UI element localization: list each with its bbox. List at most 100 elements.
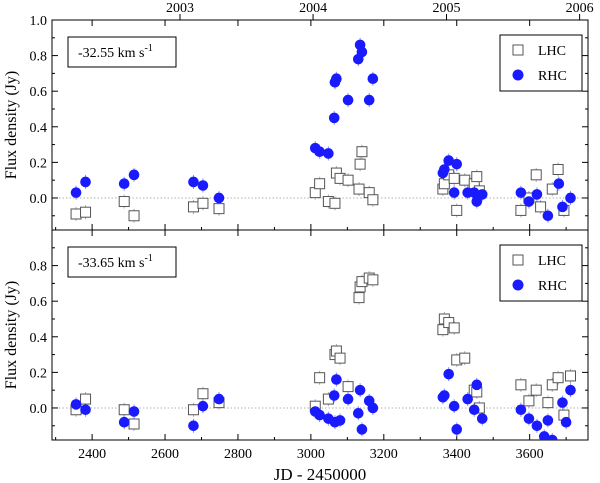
rhc-point (328, 390, 340, 401)
rhc-point (448, 187, 460, 198)
lhc-point (128, 418, 140, 430)
y-tick-label: 0.4 (30, 121, 48, 136)
rhc-point (323, 148, 334, 159)
y-tick-label: 0.8 (30, 260, 48, 275)
x-tick-label: 2800 (224, 447, 252, 462)
rhc-point (334, 415, 346, 426)
y-tick-label: 0.8 (30, 50, 48, 65)
legend-label: RHC (538, 69, 567, 84)
rhc-point (352, 408, 364, 419)
rhc-point (354, 384, 366, 396)
rhc-point (476, 189, 488, 200)
lhc-point (70, 208, 82, 220)
rhc-point (328, 112, 340, 124)
lhc-point (342, 174, 354, 186)
rhc-point (367, 402, 379, 414)
rhc-point (80, 176, 91, 188)
legend-label: LHC (538, 44, 566, 59)
lhc-point (314, 178, 326, 190)
rhc-point (451, 158, 463, 170)
x-tick-label: 3600 (516, 447, 544, 462)
rhc-point (80, 404, 91, 416)
lhc-point (353, 292, 365, 304)
legend-box (499, 34, 583, 92)
lhc-point (80, 206, 92, 218)
rhc-point (188, 420, 199, 432)
x-tick-label: 2600 (151, 447, 179, 462)
rhc-point (515, 187, 527, 198)
rhc-point (356, 424, 368, 435)
y-tick-label: 0.2 (30, 366, 48, 381)
rhc-point (331, 73, 342, 85)
lhc-point (530, 384, 542, 396)
rhc-point (213, 393, 225, 405)
rhc-point (565, 384, 576, 396)
lhc-point (542, 397, 554, 409)
rhc-point (356, 46, 368, 58)
rhc-point (367, 73, 379, 85)
lhc-point (356, 146, 368, 158)
y-axis-label: Flux density (Jy) (3, 281, 20, 389)
y-tick-label: 0.0 (30, 192, 48, 207)
rhc-point (118, 178, 130, 190)
x-tick-label: 2400 (78, 447, 106, 462)
lhc-point (448, 322, 460, 334)
rhc-point (128, 169, 140, 181)
velocity-annotation-text: -33.65 km s (78, 256, 145, 271)
lhc-point (187, 404, 199, 416)
rhc-point (468, 187, 480, 198)
legend-marker-lhc (512, 44, 524, 56)
legend-marker-rhc (512, 279, 524, 291)
lhc-point (187, 201, 199, 213)
rhc-point (553, 178, 565, 190)
lhc-point (515, 379, 527, 391)
panel-1: 0.0 0.2 0.4 0.6 0.8 1.0 Flux density (Jy) -32.5… (3, 14, 589, 231)
rhc-point (546, 434, 558, 440)
x-tick-label: 3000 (297, 447, 325, 462)
lhc-point (118, 404, 130, 416)
rhc-point (439, 164, 450, 175)
y-tick-label: 0.2 (30, 156, 48, 171)
year-label: 2005 (433, 1, 461, 16)
rhc-point (439, 390, 450, 401)
year-label: 2006 (566, 1, 594, 16)
rhc-point (542, 210, 554, 222)
lhc-point (546, 379, 558, 391)
rhc-point (443, 155, 455, 166)
rhc-point (557, 397, 568, 408)
lhc-point (437, 324, 449, 336)
velocity-annotation: -33.65 km s-1 (78, 253, 153, 271)
velocity-annotation-superscript: -1 (145, 253, 153, 264)
lhc-point (197, 388, 209, 400)
y-tick-label: 0.0 (30, 402, 48, 417)
lhc-point (367, 194, 379, 206)
rhc-point (342, 94, 354, 106)
lhc-point (535, 201, 547, 213)
rhc-point (462, 393, 473, 405)
lhc-point (128, 210, 140, 222)
rhc-point (331, 374, 342, 385)
rhc-point (468, 404, 480, 416)
lhc-point (471, 171, 483, 183)
rhc-point (523, 413, 535, 424)
velocity-annotation: -32.55 km s-1 (78, 43, 153, 61)
rhc-point (542, 415, 554, 426)
rhc-point (213, 192, 225, 204)
lhc-point (564, 370, 576, 382)
data-layer (70, 271, 576, 440)
rhc-point (531, 189, 543, 200)
rhc-point (471, 379, 483, 391)
data-layer (70, 37, 576, 223)
lhc-point (448, 172, 460, 184)
rhc-point (523, 196, 535, 207)
legend-label: LHC (538, 254, 566, 269)
rhc-point (118, 416, 130, 428)
rhc-point (557, 201, 568, 213)
lhc-point (118, 196, 130, 208)
rhc-point (197, 180, 209, 191)
rhc-point (560, 416, 572, 428)
lhc-point (334, 352, 346, 364)
rhc-point (515, 404, 527, 416)
lhc-point (515, 204, 527, 216)
